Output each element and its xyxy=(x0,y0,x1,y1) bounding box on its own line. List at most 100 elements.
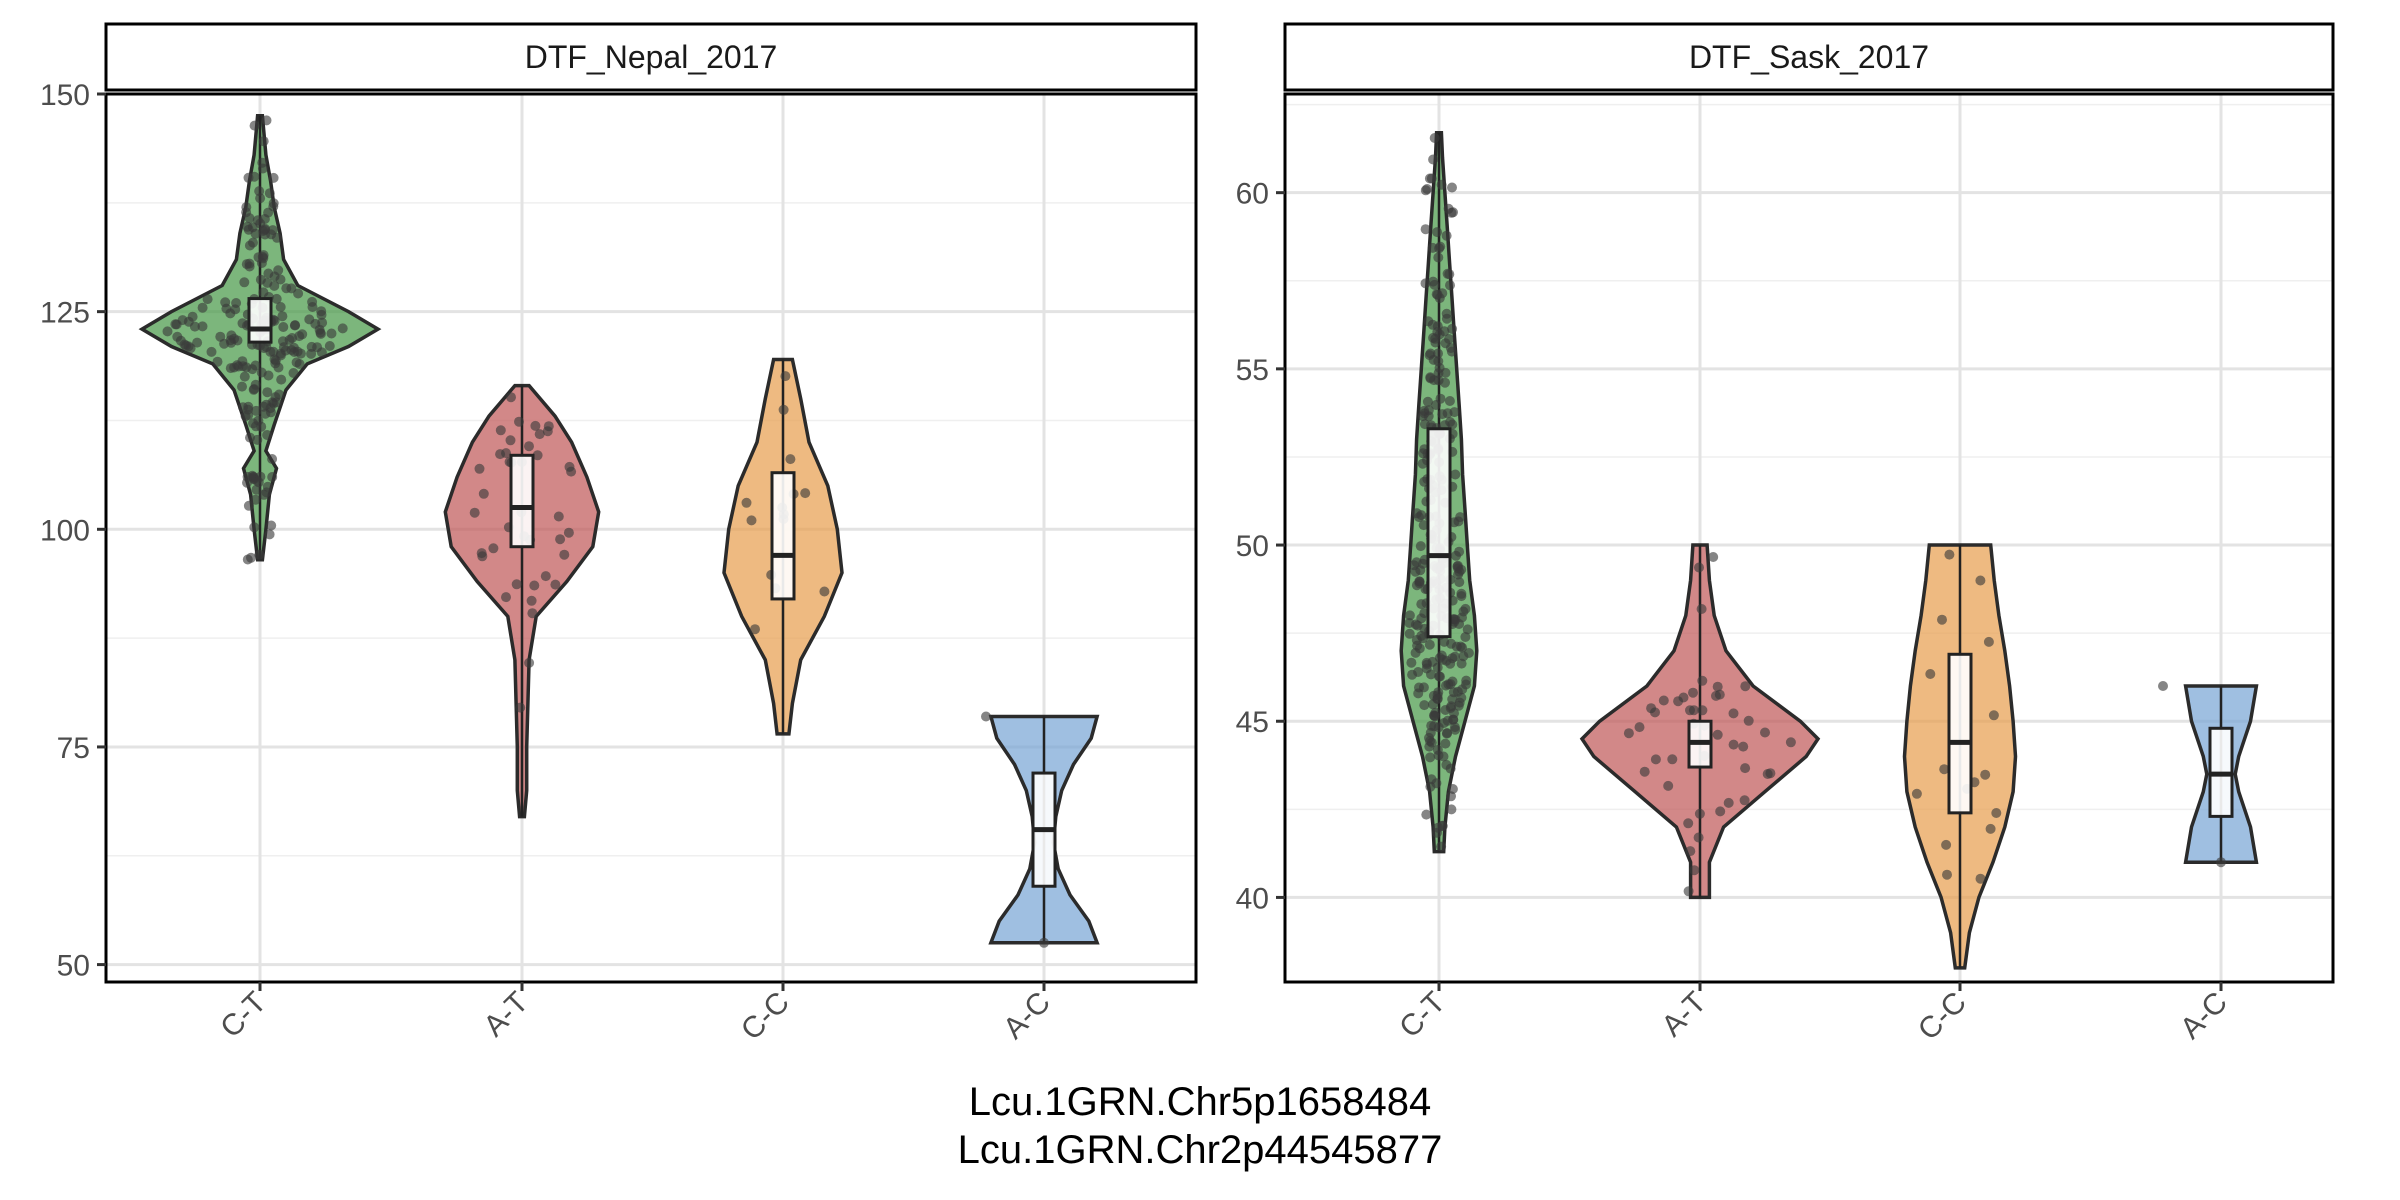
data-point xyxy=(1422,396,1433,407)
data-point xyxy=(202,294,213,305)
data-point xyxy=(1434,671,1445,682)
data-point xyxy=(1404,610,1415,621)
data-point xyxy=(1454,697,1465,708)
data-point xyxy=(505,435,516,446)
data-point xyxy=(1678,692,1689,703)
plot-background xyxy=(106,94,1196,982)
data-point xyxy=(221,303,232,314)
data-point xyxy=(297,329,308,340)
data-point xyxy=(243,500,254,511)
data-point xyxy=(1414,576,1425,587)
data-point xyxy=(1440,738,1451,749)
data-point xyxy=(1422,659,1432,670)
y-tick-label: 50 xyxy=(1236,530,1269,563)
data-point xyxy=(542,426,553,437)
data-point xyxy=(488,543,499,554)
data-point xyxy=(1435,241,1446,252)
data-point xyxy=(1455,641,1466,652)
data-point xyxy=(1441,308,1452,319)
data-point xyxy=(187,311,198,322)
data-point xyxy=(501,592,511,603)
facet-title: DTF_Nepal_2017 xyxy=(525,39,778,75)
data-point xyxy=(1683,818,1694,829)
data-point xyxy=(564,461,575,472)
data-point xyxy=(197,302,208,313)
data-point xyxy=(1447,694,1458,705)
data-point xyxy=(1980,769,1991,780)
data-point xyxy=(1425,752,1436,763)
data-point xyxy=(527,608,538,619)
data-point xyxy=(225,363,236,374)
data-point xyxy=(1941,839,1952,850)
data-point xyxy=(511,579,522,590)
data-point xyxy=(212,356,223,367)
data-point xyxy=(1433,368,1444,379)
data-point xyxy=(244,240,255,251)
data-point xyxy=(478,488,489,499)
data-point xyxy=(1436,179,1447,190)
data-point xyxy=(273,265,284,276)
data-point xyxy=(1740,681,1751,692)
box-C-C xyxy=(770,471,796,601)
data-point xyxy=(1433,375,1444,386)
data-point xyxy=(256,421,267,432)
data-point xyxy=(162,326,173,337)
data-point xyxy=(534,429,545,440)
data-point xyxy=(1414,512,1425,523)
data-point xyxy=(1685,705,1695,716)
data-point xyxy=(1440,367,1451,378)
data-point xyxy=(1445,679,1456,690)
data-point xyxy=(1421,809,1432,820)
data-point xyxy=(1939,764,1950,775)
data-point xyxy=(252,215,263,226)
x-tick-label: A-C xyxy=(997,986,1057,1046)
data-point xyxy=(1431,400,1441,410)
data-point xyxy=(254,549,265,560)
data-point xyxy=(1689,865,1700,876)
data-point xyxy=(2158,681,2168,691)
data-point xyxy=(1447,323,1458,334)
y-tick-label: 50 xyxy=(57,950,90,983)
data-point xyxy=(1911,788,1922,799)
data-point xyxy=(237,381,247,392)
data-point xyxy=(1442,268,1453,279)
data-point xyxy=(239,277,250,288)
data-point xyxy=(262,277,273,288)
data-point xyxy=(1450,469,1461,480)
data-point xyxy=(1942,869,1952,880)
data-point xyxy=(1712,681,1723,692)
data-point xyxy=(324,341,335,351)
data-point xyxy=(1738,741,1749,752)
data-point xyxy=(1739,795,1750,806)
data-point xyxy=(476,548,487,559)
data-point xyxy=(287,333,298,343)
data-point xyxy=(778,404,789,415)
data-point xyxy=(1696,604,1707,614)
data-point xyxy=(278,336,288,347)
x-axis-title: Lcu.1GRN.Chr5p1658484 Lcu.1GRN.Chr2p4454… xyxy=(0,1078,2400,1174)
data-point xyxy=(1429,721,1440,732)
data-point xyxy=(1445,343,1456,353)
data-point xyxy=(1446,791,1456,802)
data-point xyxy=(1432,662,1443,673)
data-point xyxy=(1785,737,1796,748)
data-point xyxy=(1039,937,1049,948)
x-tick-label: C-T xyxy=(1393,986,1452,1045)
data-point xyxy=(1404,628,1415,639)
data-point xyxy=(238,361,248,372)
data-point xyxy=(532,450,543,461)
data-point xyxy=(1432,227,1443,238)
data-point xyxy=(206,346,217,357)
data-point xyxy=(1985,823,1996,834)
data-point xyxy=(264,529,275,540)
data-point xyxy=(1430,707,1441,718)
data-point xyxy=(258,136,269,147)
data-point xyxy=(506,392,516,403)
data-point xyxy=(1455,512,1466,523)
data-point xyxy=(1462,624,1473,635)
y-tick-label: 60 xyxy=(1236,178,1269,211)
data-point xyxy=(495,425,506,436)
data-point xyxy=(1694,808,1705,819)
y-tick-label: 125 xyxy=(40,297,90,330)
